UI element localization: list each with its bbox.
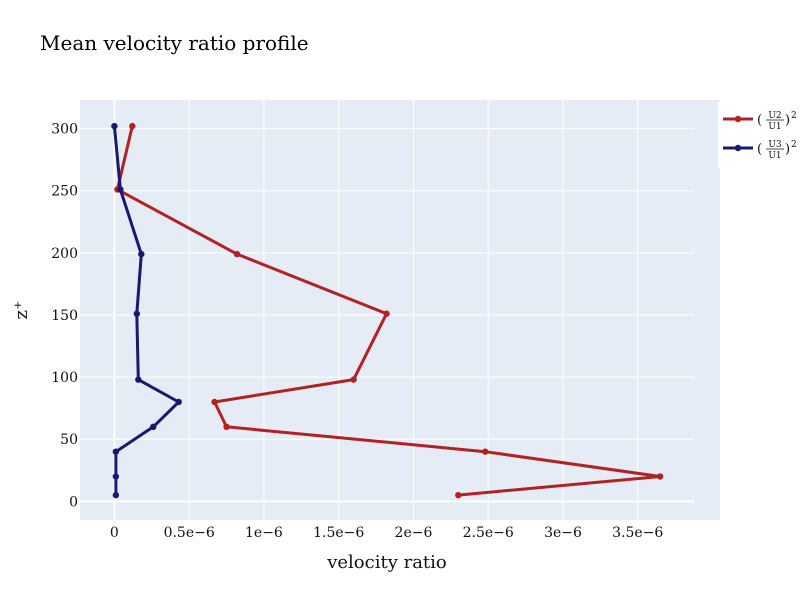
series-2 bbox=[111, 122, 182, 499]
x-tick-label: 0 bbox=[110, 525, 119, 541]
y-tick-label: 100 bbox=[51, 370, 78, 386]
data-point bbox=[133, 310, 141, 317]
data-point bbox=[112, 448, 120, 455]
legend-marker bbox=[734, 144, 742, 152]
legend-box bbox=[718, 102, 800, 168]
data-point bbox=[350, 376, 357, 383]
legend-denominator: U1 bbox=[768, 122, 781, 132]
tick-labels: 0 0.5e−6 1e−6 1.5e−6 2e−6 2.5e−6 3e−6 3.5e−6 0 50… bbox=[51, 122, 663, 541]
data-point bbox=[233, 250, 241, 258]
data-point bbox=[175, 398, 182, 406]
data-point bbox=[138, 250, 145, 258]
x-tick-label: 1.5e−6 bbox=[313, 525, 364, 541]
x-tick-label: 3.5e−6 bbox=[612, 525, 663, 541]
x-tick-label: 2e−6 bbox=[395, 525, 433, 541]
x-tick-label: 3e−6 bbox=[544, 525, 582, 541]
y-axis-title: z⁺ bbox=[11, 301, 32, 320]
y-tick-label: 200 bbox=[51, 246, 78, 262]
legend-paren-close: ) bbox=[785, 113, 790, 128]
data-point bbox=[129, 122, 136, 130]
legend-numerator: U3 bbox=[768, 140, 782, 150]
legend-marker bbox=[734, 115, 742, 123]
data-point bbox=[135, 376, 142, 383]
data-point bbox=[111, 122, 118, 130]
data-point bbox=[211, 398, 218, 406]
data-point bbox=[223, 423, 230, 431]
legend-numerator: U2 bbox=[768, 111, 781, 121]
y-tick-label: 300 bbox=[51, 122, 78, 138]
legend-denominator: U1 bbox=[768, 151, 781, 161]
data-point bbox=[117, 186, 124, 193]
series-line bbox=[112, 125, 181, 496]
series-layer bbox=[111, 122, 664, 499]
x-tick-label: 1e−6 bbox=[245, 525, 283, 541]
legend-exponent: 2 bbox=[791, 140, 797, 150]
y-tick-label: 150 bbox=[51, 308, 78, 324]
series-line bbox=[115, 125, 662, 497]
x-tick-label: 2.5e−6 bbox=[463, 525, 514, 541]
chart-title: Mean velocity ratio profile bbox=[40, 31, 309, 55]
x-tick-label: 0.5e−6 bbox=[164, 525, 215, 541]
y-tick-label: 50 bbox=[60, 432, 78, 448]
data-point bbox=[112, 473, 120, 480]
legend-paren-open: ( bbox=[757, 142, 762, 157]
series-1 bbox=[114, 122, 664, 499]
data-point bbox=[150, 423, 157, 431]
y-tick-label: 0 bbox=[69, 494, 78, 510]
legend-paren-open: ( bbox=[757, 113, 762, 128]
x-axis-title: velocity ratio bbox=[326, 552, 447, 573]
plot-area bbox=[80, 100, 720, 520]
grid bbox=[80, 100, 694, 520]
legend-paren-close: ) bbox=[785, 142, 790, 157]
data-point bbox=[455, 491, 462, 499]
data-point bbox=[656, 473, 664, 480]
data-point bbox=[383, 310, 390, 317]
data-point bbox=[112, 491, 120, 499]
y-tick-label: 250 bbox=[51, 184, 78, 200]
legend-exponent: 2 bbox=[791, 111, 797, 121]
data-point bbox=[482, 448, 489, 455]
